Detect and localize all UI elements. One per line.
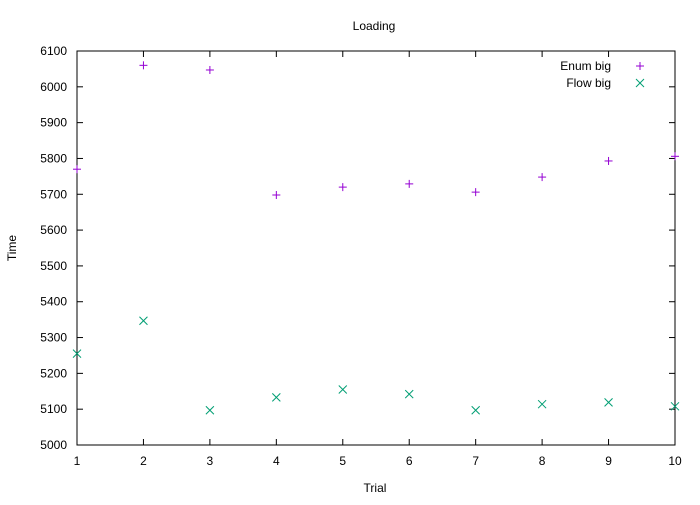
- data-point: [73, 165, 81, 174]
- data-point: [205, 65, 214, 74]
- axis-ticks: 1 2 3 4 5 6 7 8 9 10 5000 5100 5200 5300 5400 5500 5600 5…: [40, 44, 682, 468]
- plot-frame: [76, 50, 676, 446]
- y-tick-label: 5700: [40, 187, 67, 201]
- data-point: [670, 401, 680, 411]
- data-point: [538, 173, 547, 182]
- x-tick-label: 7: [472, 454, 479, 468]
- y-axis-label: Time: [5, 235, 19, 262]
- data-points: [72, 61, 680, 415]
- x-tick-label: 8: [539, 454, 546, 468]
- y-tick-label: 5800: [40, 151, 67, 165]
- data-point: [537, 399, 547, 409]
- legend-label: Enum big: [560, 59, 611, 73]
- x-tick-label: 2: [140, 454, 147, 468]
- x-axis-label: Trial: [364, 481, 387, 495]
- series-1: [73, 61, 679, 199]
- x-tick-label: 1: [74, 454, 81, 468]
- data-point: [72, 349, 82, 359]
- x-tick-label: 5: [339, 454, 346, 468]
- x-tick-label: 3: [207, 454, 214, 468]
- y-tick-label: 5500: [40, 259, 67, 273]
- data-point: [604, 398, 613, 407]
- y-tick-label: 5200: [40, 366, 67, 380]
- data-point: [271, 393, 281, 402]
- data-point: [405, 179, 414, 188]
- y-tick-label: 5400: [40, 295, 67, 309]
- legend: Enum big Flow big: [560, 59, 645, 90]
- legend-marker: [635, 78, 645, 88]
- data-point: [338, 385, 348, 394]
- y-tick-label: 5600: [40, 223, 67, 237]
- data-point: [139, 61, 148, 70]
- y-tick-label: 6000: [40, 80, 67, 94]
- y-tick-label: 5900: [40, 116, 67, 130]
- data-point: [139, 316, 148, 326]
- data-point: [471, 188, 480, 197]
- x-tick-label: 10: [668, 454, 682, 468]
- y-tick-label: 5000: [40, 438, 67, 452]
- series-2: [72, 316, 680, 415]
- data-point: [471, 405, 481, 415]
- x-tick-label: 6: [406, 454, 413, 468]
- chart-title: Loading: [353, 19, 396, 33]
- y-tick-label: 5100: [40, 402, 67, 416]
- data-point: [205, 405, 215, 415]
- legend-marker: [636, 62, 644, 70]
- y-tick-label: 5300: [40, 331, 67, 345]
- x-tick-label: 4: [273, 454, 280, 468]
- legend-label: Flow big: [566, 76, 611, 90]
- x-tick-label: 9: [605, 454, 612, 468]
- data-point: [604, 156, 613, 165]
- data-point: [671, 152, 679, 161]
- data-point: [338, 183, 347, 192]
- data-point: [272, 190, 281, 199]
- data-point: [404, 389, 414, 399]
- y-tick-label: 6100: [40, 44, 67, 58]
